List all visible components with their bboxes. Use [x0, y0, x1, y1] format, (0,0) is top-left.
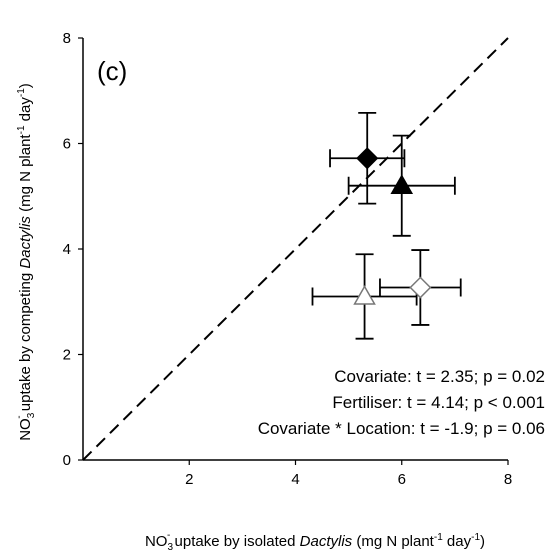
y-tick-label: 2: [63, 347, 71, 364]
x-tick-label: 6: [398, 471, 406, 488]
y-tick-label: 8: [63, 30, 71, 47]
reference-line: [82, 37, 509, 461]
annotation: Covariate * Location: t = -1.9; p = 0.06: [258, 419, 545, 438]
y-tick-label: 0: [63, 452, 71, 469]
y-tick-label: 6: [63, 136, 71, 153]
marker: [353, 284, 376, 305]
annotation: Fertiliser: t = 4.14; p < 0.001: [332, 393, 545, 412]
annotation: Covariate: t = 2.35; p = 0.02: [334, 367, 545, 386]
x-axis-label: NO3- uptake by isolated Dactylis (mg N p…: [145, 530, 485, 553]
x-tick-label: 8: [504, 471, 512, 488]
x-tick-label: 2: [185, 471, 193, 488]
marker: [390, 174, 414, 194]
y-tick-label: 4: [63, 241, 71, 258]
x-tick-label: 4: [291, 471, 299, 488]
y-axis-label: NO3- uptake by competing Dactylis (mg N …: [14, 83, 37, 441]
marker: [409, 276, 432, 299]
marker: [356, 147, 379, 170]
panel-label: (c): [97, 56, 127, 86]
